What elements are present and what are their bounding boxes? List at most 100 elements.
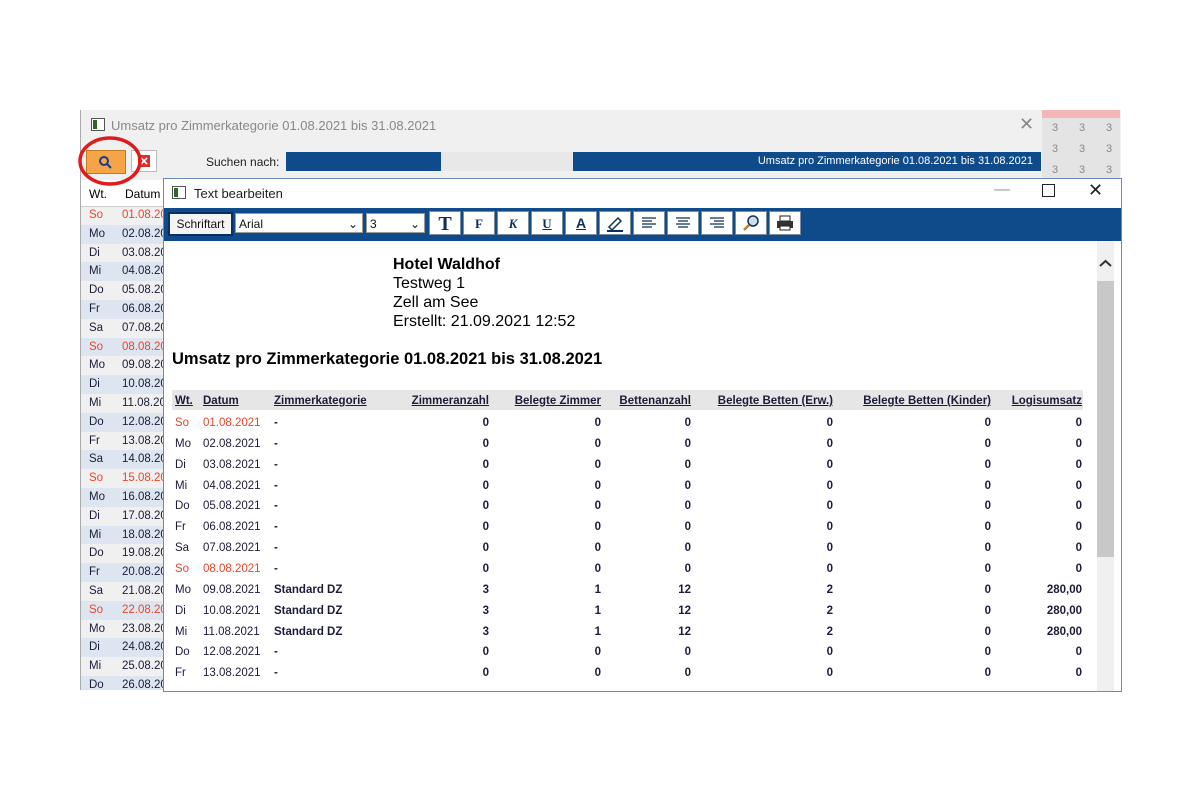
table-cell: 04.08.2021 bbox=[203, 479, 261, 492]
table-cell: Di bbox=[175, 604, 186, 617]
table-cell: 0 bbox=[826, 479, 833, 492]
window-icon bbox=[91, 118, 105, 131]
day-list: So 01.08.2021 Mo 02.08.2021 Di 03.08.2021 Mi 04… bbox=[81, 206, 180, 690]
highlight-circle bbox=[78, 136, 142, 186]
highlight-button[interactable] bbox=[599, 211, 631, 235]
table-cell: 02.08.2021 bbox=[203, 437, 261, 450]
align-right-button[interactable] bbox=[701, 211, 733, 235]
table-cell: 0 bbox=[482, 646, 489, 659]
search-field[interactable] bbox=[441, 152, 573, 171]
scrollbar[interactable] bbox=[1097, 241, 1114, 691]
minimize-button[interactable]: — bbox=[994, 181, 1010, 198]
format-button[interactable]: U bbox=[531, 211, 563, 235]
table-cell: 0 bbox=[482, 437, 489, 450]
column-header: Bettenanzahl bbox=[619, 395, 691, 407]
table-cell: Mo bbox=[175, 437, 191, 450]
find-button[interactable] bbox=[735, 211, 767, 235]
list-row: Di 10.08.2021 bbox=[81, 375, 180, 394]
list-row: Sa 07.08.2021 bbox=[81, 319, 180, 338]
table-cell: 0 bbox=[594, 667, 601, 680]
table-cell: 0 bbox=[684, 521, 691, 534]
weekday-cell: Mi bbox=[89, 528, 102, 541]
table-cell: 0 bbox=[594, 646, 601, 659]
table-cell: 280,00 bbox=[1046, 604, 1082, 617]
table-cell: 0 bbox=[594, 500, 601, 513]
table-cell: 08.08.2021 bbox=[203, 562, 261, 575]
list-row: Do 05.08.2021 bbox=[81, 281, 180, 300]
close-button[interactable]: ✕ bbox=[1019, 114, 1035, 134]
table-cell: 0 bbox=[826, 521, 833, 534]
list-row: So 22.08.2021 bbox=[81, 600, 180, 620]
print-button[interactable] bbox=[769, 211, 801, 235]
table-cell: 0 bbox=[684, 542, 691, 555]
list-row: Mi 11.08.2021 bbox=[81, 394, 179, 413]
font-value: Arial bbox=[239, 217, 264, 231]
weekday-cell: Mo bbox=[89, 622, 105, 635]
size-select[interactable]: 3 ⌄ bbox=[366, 213, 425, 233]
list-row: Sa 14.08.2021 bbox=[81, 450, 180, 470]
align-center-button[interactable] bbox=[667, 211, 699, 235]
weekday-cell: So bbox=[89, 340, 104, 353]
table-cell: 07.08.2021 bbox=[203, 542, 261, 555]
table-cell: 0 bbox=[1075, 542, 1082, 555]
table-cell: 3 bbox=[482, 625, 489, 638]
table-cell: Standard DZ bbox=[274, 583, 343, 596]
toolbar: Schriftart Arial ⌄ 3 ⌄ T F K U A bbox=[164, 208, 1121, 241]
table-cell: - bbox=[274, 437, 278, 450]
table-cell: 2 bbox=[826, 625, 833, 638]
format-button[interactable]: A bbox=[565, 211, 597, 235]
table-cell: 0 bbox=[1075, 521, 1082, 534]
weekday-cell: Fr bbox=[89, 302, 100, 315]
table-cell: - bbox=[274, 542, 278, 555]
table-cell: Fr bbox=[175, 667, 186, 680]
table-cell: Di bbox=[175, 458, 186, 471]
list-row: Do 26.08.2021 bbox=[81, 675, 180, 690]
weekday-cell: Sa bbox=[89, 321, 104, 334]
list-row: Mo 23.08.2021 bbox=[81, 620, 180, 639]
grid-cell: 3 bbox=[1051, 143, 1059, 155]
table-cell: 12 bbox=[678, 604, 691, 617]
dialog-icon bbox=[172, 186, 186, 199]
format-button[interactable]: K bbox=[497, 211, 529, 235]
table-cell: Mi bbox=[175, 625, 188, 638]
format-button[interactable]: T bbox=[429, 211, 461, 235]
table-cell: 3 bbox=[482, 583, 489, 596]
weekday-cell: Mo bbox=[89, 227, 105, 240]
grid-cell: 3 bbox=[1105, 143, 1113, 155]
weekday-cell: Di bbox=[89, 378, 100, 391]
date-cell: 26.08.2021 bbox=[122, 678, 180, 690]
window-title: Umsatz pro Zimmerkategorie 01.08.2021 bi… bbox=[111, 118, 437, 133]
format-button[interactable]: F bbox=[463, 211, 495, 235]
table-cell: - bbox=[274, 667, 278, 680]
list-row: Fr 06.08.2021 bbox=[81, 299, 180, 319]
table-cell: 0 bbox=[984, 417, 991, 429]
dropdown-arrow: ⌄ bbox=[347, 217, 358, 231]
table-cell: 1 bbox=[594, 625, 601, 638]
weekday-cell: Sa bbox=[89, 584, 104, 597]
align-left-button[interactable] bbox=[633, 211, 665, 235]
scroll-thumb[interactable] bbox=[1097, 281, 1114, 557]
search-button[interactable] bbox=[86, 150, 126, 174]
font-select[interactable]: Arial ⌄ bbox=[235, 213, 363, 233]
weekday-cell: So bbox=[89, 472, 104, 485]
weekday-cell: Fr bbox=[89, 566, 100, 579]
close-button[interactable]: ✕ bbox=[1088, 180, 1104, 200]
grid-cell: 3 bbox=[1051, 164, 1059, 176]
table-cell: 0 bbox=[684, 458, 691, 471]
table-cell: 0 bbox=[594, 562, 601, 575]
table-cell: 0 bbox=[594, 417, 601, 429]
table-cell: 0 bbox=[482, 542, 489, 555]
column-header: Wt. bbox=[89, 187, 107, 201]
font-button[interactable]: Schriftart bbox=[168, 212, 233, 236]
scroll-up[interactable] bbox=[1097, 257, 1114, 269]
weekday-cell: Do bbox=[89, 678, 104, 690]
list-row: Mo 02.08.2021 bbox=[81, 224, 180, 244]
table-cell: 0 bbox=[684, 500, 691, 513]
banner-text: Umsatz pro Zimmerkategorie 01.08.2021 bi… bbox=[757, 155, 1033, 167]
maximize-button[interactable] bbox=[1042, 184, 1055, 197]
table-cell: 0 bbox=[684, 667, 691, 680]
table-cell: 0 bbox=[594, 458, 601, 471]
column-header: Belegte Betten (Erw.) bbox=[717, 395, 833, 407]
table-cell: 0 bbox=[1075, 437, 1082, 450]
